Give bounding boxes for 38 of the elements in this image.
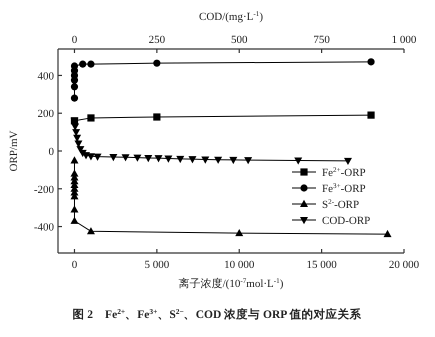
x-tick-label: 0 (72, 259, 78, 271)
x-tick-label: 15 000 (306, 259, 338, 271)
y-tick-label: -200 (34, 184, 54, 196)
x2-tick-label: 500 (230, 34, 248, 46)
legend-label: Fe$^{3+}$-ORP (322, 182, 366, 195)
y-tick-label: 400 (38, 70, 54, 82)
x2-tick-label: 1 000 (392, 34, 417, 46)
legend-label: S$^{2-}$-ORP (322, 198, 360, 211)
legend-label: COD-ORP (322, 215, 370, 227)
x2-tick-label: 250 (148, 34, 166, 46)
point (87, 60, 95, 68)
point (367, 58, 375, 66)
point (79, 60, 86, 68)
x-axis-title: 离子浓度/(10$^{-7}$mol·L$^{-1}$) (178, 277, 284, 290)
x2-tick-label: 750 (313, 34, 330, 46)
point (367, 112, 375, 119)
point (235, 228, 244, 236)
x2-tick-label: 0 (72, 34, 78, 46)
point (70, 156, 78, 164)
point (70, 205, 78, 213)
x-tick-label: 5 000 (144, 259, 170, 271)
point (70, 216, 78, 224)
point (70, 94, 78, 102)
legend-label: Fe$^{2+}$-ORP (322, 166, 366, 179)
y-tick-label: 0 (48, 146, 54, 158)
point (87, 114, 95, 122)
point (384, 230, 392, 238)
y-axis-title: ORP/mV (8, 130, 20, 172)
x-tick-label: 10 000 (224, 259, 255, 271)
point (70, 83, 78, 90)
point (153, 60, 160, 67)
y-tick-label: 200 (38, 108, 54, 120)
caption: 图 2 Fe$^{2+}$、Fe$^{3+}$、S$^{2−}$、COD 浓度与 ORP 值的对应关系 (72, 306, 363, 321)
x2-axis-title: COD/(mg·L$^{-1}$) (198, 10, 264, 23)
x-tick-label: 20 000 (388, 259, 420, 271)
point (153, 113, 160, 121)
y-tick-label: -400 (34, 222, 54, 234)
point (86, 227, 95, 234)
